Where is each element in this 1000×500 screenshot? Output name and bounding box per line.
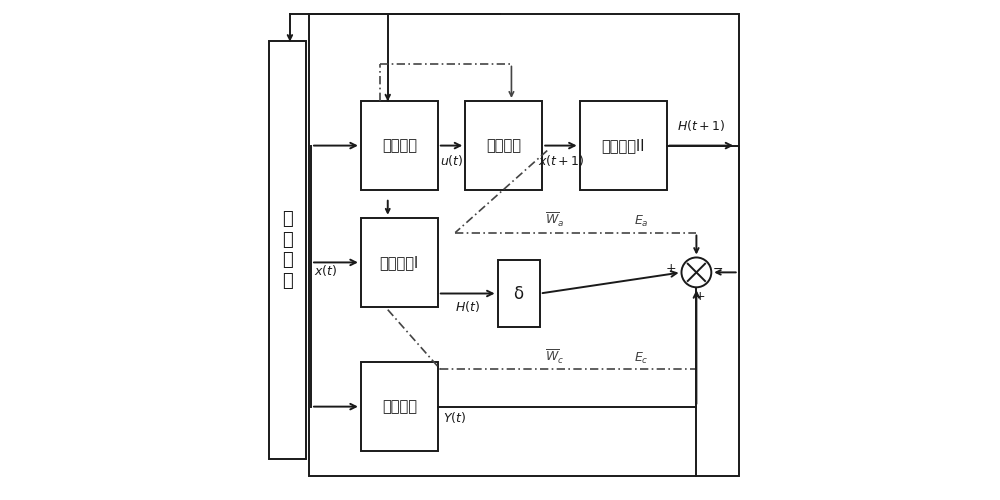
Text: $\overline{W}_a$: $\overline{W}_a$ [545, 211, 564, 229]
Bar [465, 101, 542, 190]
Bar [309, 14, 739, 476]
Bar [580, 101, 667, 190]
Text: $E_c$: $E_c$ [634, 351, 649, 366]
Text: $+$: $+$ [694, 290, 706, 302]
Circle shape [681, 258, 711, 288]
Text: $H(t)$: $H(t)$ [455, 299, 480, 314]
Text: 行动网络: 行动网络 [382, 138, 417, 153]
Bar [269, 41, 306, 459]
Text: $Y(t)$: $Y(t)$ [443, 410, 466, 424]
Text: 系
统
状
态: 系 统 状 态 [282, 210, 293, 290]
Text: $x(t)$: $x(t)$ [314, 263, 337, 278]
Text: 评价网络II: 评价网络II [601, 138, 645, 153]
Text: 评价网络I: 评价网络I [380, 255, 419, 270]
Text: δ: δ [514, 284, 524, 302]
Text: 辨识网络: 辨识网络 [486, 138, 521, 153]
Bar [361, 218, 438, 307]
Text: $\overline{W}_c$: $\overline{W}_c$ [545, 348, 564, 366]
Bar [498, 260, 540, 327]
Text: $H(t+1)$: $H(t+1)$ [677, 118, 725, 132]
Text: $-$: $-$ [712, 262, 723, 275]
Text: $u(t)$: $u(t)$ [440, 154, 463, 168]
Text: $E_a$: $E_a$ [634, 214, 649, 229]
Text: $+$: $+$ [665, 262, 676, 275]
Text: 效用函数: 效用函数 [382, 399, 417, 414]
Bar [361, 362, 438, 452]
Text: $x(t+1)$: $x(t+1)$ [538, 154, 584, 168]
Bar [361, 101, 438, 190]
